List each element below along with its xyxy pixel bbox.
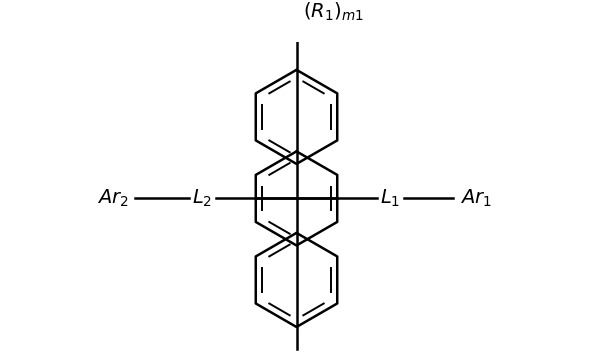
Text: $Ar_2$: $Ar_2$ bbox=[97, 188, 129, 209]
Text: $(R_1)_{m1}$: $(R_1)_{m1}$ bbox=[303, 0, 364, 23]
Text: $L_2$: $L_2$ bbox=[192, 188, 212, 209]
Text: $L_1$: $L_1$ bbox=[381, 188, 401, 209]
Text: $Ar_1$: $Ar_1$ bbox=[460, 188, 492, 209]
